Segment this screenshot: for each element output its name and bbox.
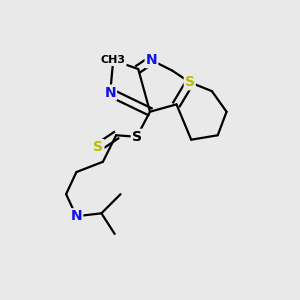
Text: S: S (185, 75, 195, 89)
Text: CH3: CH3 (101, 55, 126, 65)
Text: S: S (132, 130, 142, 144)
Text: N: N (70, 209, 82, 223)
Text: N: N (146, 53, 157, 67)
Text: N: N (104, 85, 116, 100)
Text: S: S (94, 140, 103, 154)
